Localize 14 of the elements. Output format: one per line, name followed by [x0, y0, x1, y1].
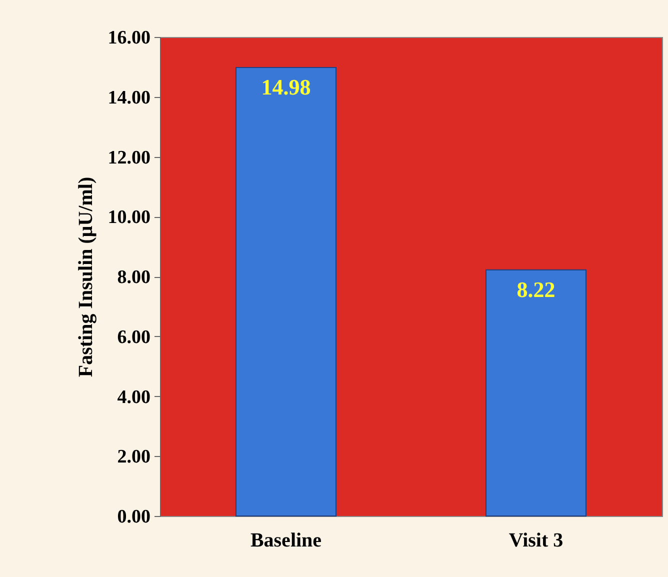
y-tick-label: 16.00 — [108, 28, 150, 48]
data-label: 14.98 — [261, 74, 311, 100]
y-tick-label: 6.00 — [117, 326, 150, 348]
x-tick-label: Baseline — [250, 530, 322, 552]
y-tick-label: 4.00 — [117, 386, 150, 408]
y-tick-label: 0.00 — [117, 506, 150, 528]
x-tick-label: Visit 3 — [508, 530, 564, 552]
y-tick-label: 10.00 — [108, 207, 150, 228]
y-tick-label: 14.00 — [108, 87, 150, 108]
y-tick-label: 2.00 — [117, 446, 150, 468]
y-tick-label: 8.00 — [117, 267, 150, 288]
y-axis-title: Fasting Insulin (μU/ml) — [74, 176, 97, 378]
y-tick-label: 12.00 — [108, 147, 150, 168]
data-label: 8.22 — [516, 276, 556, 302]
